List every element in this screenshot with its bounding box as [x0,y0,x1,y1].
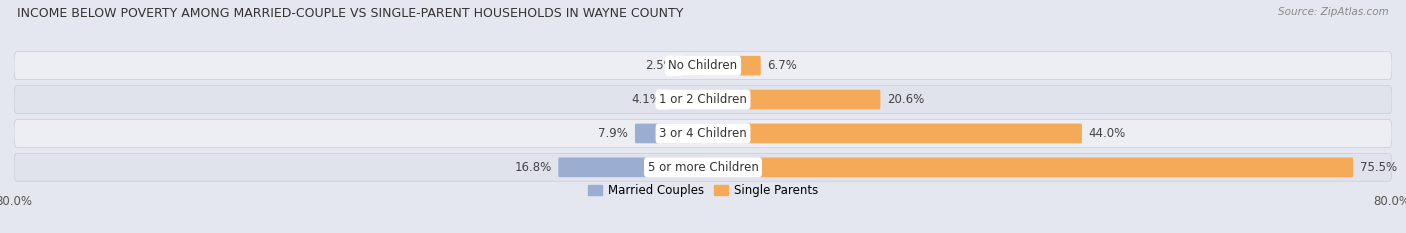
FancyBboxPatch shape [682,56,703,75]
FancyBboxPatch shape [14,120,1392,147]
FancyBboxPatch shape [703,90,880,109]
Text: 5 or more Children: 5 or more Children [648,161,758,174]
Text: 4.1%: 4.1% [631,93,661,106]
FancyBboxPatch shape [14,154,1392,181]
FancyBboxPatch shape [703,124,1083,143]
Text: Source: ZipAtlas.com: Source: ZipAtlas.com [1278,7,1389,17]
Text: 2.5%: 2.5% [645,59,675,72]
FancyBboxPatch shape [558,158,703,177]
FancyBboxPatch shape [668,90,703,109]
FancyBboxPatch shape [14,52,1392,79]
FancyBboxPatch shape [14,86,1392,113]
Text: 20.6%: 20.6% [887,93,925,106]
FancyBboxPatch shape [636,124,703,143]
FancyBboxPatch shape [703,56,761,75]
Text: 1 or 2 Children: 1 or 2 Children [659,93,747,106]
Text: No Children: No Children [668,59,738,72]
Text: 44.0%: 44.0% [1088,127,1126,140]
Text: 6.7%: 6.7% [768,59,797,72]
Text: 16.8%: 16.8% [515,161,551,174]
Text: 3 or 4 Children: 3 or 4 Children [659,127,747,140]
Text: 75.5%: 75.5% [1360,161,1398,174]
Text: INCOME BELOW POVERTY AMONG MARRIED-COUPLE VS SINGLE-PARENT HOUSEHOLDS IN WAYNE C: INCOME BELOW POVERTY AMONG MARRIED-COUPL… [17,7,683,20]
Text: 7.9%: 7.9% [598,127,628,140]
FancyBboxPatch shape [703,158,1353,177]
Legend: Married Couples, Single Parents: Married Couples, Single Parents [588,184,818,197]
